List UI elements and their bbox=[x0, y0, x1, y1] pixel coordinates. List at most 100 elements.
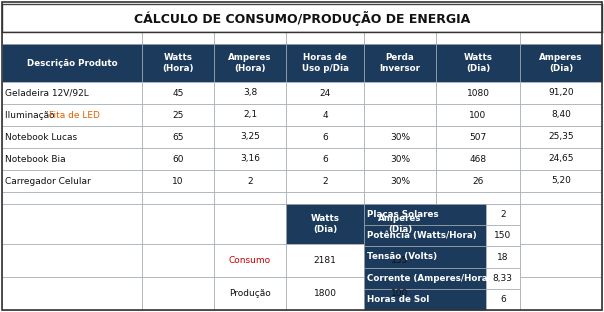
Bar bbox=[364, 44, 436, 82]
Bar bbox=[486, 204, 520, 225]
Bar bbox=[142, 170, 214, 192]
Bar bbox=[364, 192, 436, 204]
Text: 6: 6 bbox=[322, 154, 328, 163]
Bar bbox=[2, 32, 142, 44]
Bar bbox=[436, 170, 520, 192]
Text: Corrente (Amperes/Hora): Corrente (Amperes/Hora) bbox=[367, 274, 492, 283]
Bar bbox=[364, 204, 436, 244]
Text: 1080: 1080 bbox=[466, 89, 489, 97]
Bar bbox=[286, 32, 364, 44]
Text: Consumo: Consumo bbox=[229, 256, 271, 265]
Bar bbox=[364, 170, 436, 192]
Bar bbox=[364, 289, 486, 310]
Text: 507: 507 bbox=[469, 133, 487, 142]
Text: 2: 2 bbox=[500, 210, 506, 219]
Bar bbox=[142, 44, 214, 82]
Text: Watts
(Dia): Watts (Dia) bbox=[310, 214, 339, 234]
Text: 60: 60 bbox=[172, 154, 184, 163]
Bar bbox=[142, 204, 214, 244]
Bar bbox=[486, 289, 520, 310]
Text: 6: 6 bbox=[322, 133, 328, 142]
Bar bbox=[2, 192, 142, 204]
Bar bbox=[214, 32, 286, 44]
Bar bbox=[286, 204, 364, 244]
Text: 6: 6 bbox=[500, 295, 506, 304]
Bar bbox=[2, 170, 142, 192]
Bar bbox=[520, 82, 602, 104]
Text: Notebook Lucas: Notebook Lucas bbox=[5, 133, 77, 142]
Text: 3,8: 3,8 bbox=[243, 89, 257, 97]
Bar bbox=[364, 32, 436, 44]
Text: Watts
(Hora): Watts (Hora) bbox=[162, 53, 194, 73]
Bar bbox=[214, 148, 286, 170]
Text: Amperes
(Hora): Amperes (Hora) bbox=[228, 53, 272, 73]
Bar bbox=[364, 204, 486, 225]
Bar bbox=[214, 82, 286, 104]
Bar bbox=[2, 244, 142, 277]
Bar bbox=[520, 104, 602, 126]
Text: 3,25: 3,25 bbox=[240, 133, 260, 142]
Text: 155: 155 bbox=[391, 256, 409, 265]
Bar bbox=[486, 225, 520, 246]
Text: 25,35: 25,35 bbox=[548, 133, 574, 142]
Bar bbox=[436, 126, 520, 148]
Bar bbox=[2, 4, 602, 32]
Text: 2: 2 bbox=[322, 177, 328, 186]
Bar bbox=[436, 82, 520, 104]
Text: 26: 26 bbox=[472, 177, 484, 186]
Text: 2: 2 bbox=[247, 177, 253, 186]
Bar bbox=[364, 148, 436, 170]
Text: 468: 468 bbox=[469, 154, 487, 163]
Bar bbox=[214, 104, 286, 126]
Text: Amperes
(Dia): Amperes (Dia) bbox=[378, 214, 422, 234]
Bar bbox=[214, 44, 286, 82]
Text: 5,20: 5,20 bbox=[551, 177, 571, 186]
Bar bbox=[364, 82, 436, 104]
Bar bbox=[486, 268, 520, 289]
Text: Watts
(Dia): Watts (Dia) bbox=[463, 53, 492, 73]
Text: 1800: 1800 bbox=[313, 289, 336, 298]
Text: Horas de
Uso p/Dia: Horas de Uso p/Dia bbox=[301, 53, 349, 73]
Bar bbox=[436, 104, 520, 126]
Text: 150: 150 bbox=[494, 231, 512, 240]
Text: 10: 10 bbox=[172, 177, 184, 186]
Text: Placas Solares: Placas Solares bbox=[367, 210, 439, 219]
Bar bbox=[2, 204, 142, 244]
Text: Perda
Inversor: Perda Inversor bbox=[379, 53, 420, 73]
Bar bbox=[142, 148, 214, 170]
Bar bbox=[142, 244, 214, 277]
Bar bbox=[520, 244, 602, 277]
Bar bbox=[520, 192, 602, 204]
Text: 18: 18 bbox=[497, 252, 509, 261]
Text: 30%: 30% bbox=[390, 133, 410, 142]
Text: Notebook Bia: Notebook Bia bbox=[5, 154, 66, 163]
Bar bbox=[520, 126, 602, 148]
Bar bbox=[142, 192, 214, 204]
Bar bbox=[2, 44, 142, 82]
Text: Descrição Produto: Descrição Produto bbox=[27, 59, 117, 67]
Bar bbox=[142, 104, 214, 126]
Text: 30%: 30% bbox=[390, 154, 410, 163]
Text: Carregador Celular: Carregador Celular bbox=[5, 177, 91, 186]
Bar bbox=[2, 277, 142, 310]
Text: 30%: 30% bbox=[390, 177, 410, 186]
Bar bbox=[436, 148, 520, 170]
Text: 2,1: 2,1 bbox=[243, 110, 257, 119]
Bar bbox=[142, 126, 214, 148]
Text: 100: 100 bbox=[391, 289, 409, 298]
Text: 8,33: 8,33 bbox=[493, 274, 513, 283]
Bar bbox=[436, 277, 520, 310]
Bar bbox=[214, 204, 286, 244]
Text: 2181: 2181 bbox=[313, 256, 336, 265]
Bar bbox=[436, 32, 520, 44]
Bar bbox=[286, 277, 364, 310]
Text: 25: 25 bbox=[172, 110, 184, 119]
Bar bbox=[364, 244, 436, 277]
Bar bbox=[286, 244, 364, 277]
Bar bbox=[520, 170, 602, 192]
Bar bbox=[364, 277, 436, 310]
Bar bbox=[364, 246, 486, 268]
Text: Tensão (Volts): Tensão (Volts) bbox=[367, 252, 437, 261]
Text: 65: 65 bbox=[172, 133, 184, 142]
Bar bbox=[286, 148, 364, 170]
